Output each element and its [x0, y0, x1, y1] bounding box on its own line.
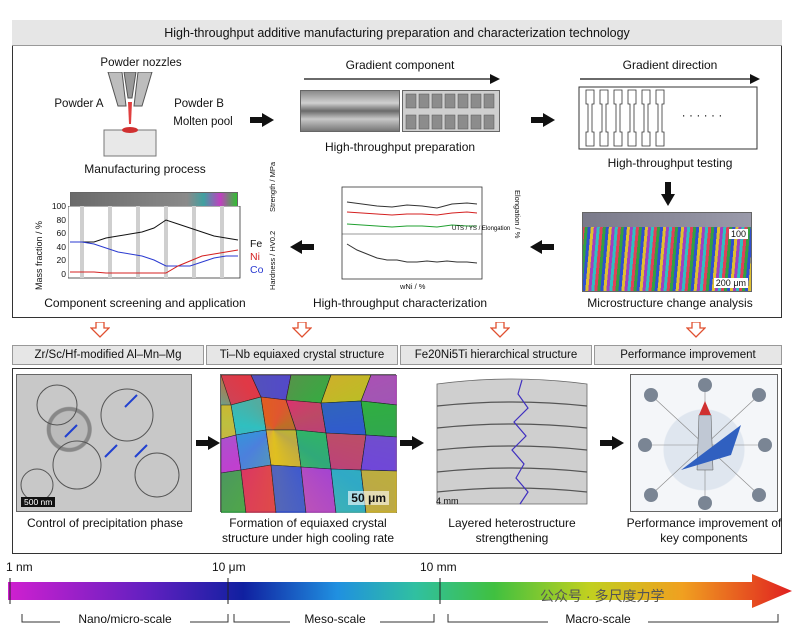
arrow-down-1 — [661, 182, 675, 206]
screening-caption: Component screening and application — [44, 296, 246, 310]
ytick: 60 — [56, 228, 66, 238]
arrow-right-4 — [400, 436, 424, 450]
microstructure-scale: 100 — [728, 229, 748, 239]
nozzle-illustration — [103, 72, 157, 157]
ytick: 0 — [61, 268, 66, 279]
ytick: 80 — [56, 214, 66, 225]
header-fe20ni5ti: Fe20Ni5Ti hierarchical structure — [400, 345, 592, 365]
diagram-title: High-throughput additive manufacturing p… — [12, 20, 782, 46]
powder-b-label: Powder B — [174, 98, 224, 110]
characterization-chart: UTS / YS / Elongation — [341, 186, 510, 280]
legend-co: Co — [250, 264, 264, 276]
legend-fe: Fe — [250, 238, 263, 250]
arrow-left-2 — [290, 240, 314, 254]
screening-chart — [68, 206, 241, 279]
layered-scale-bar: 4 mm — [436, 496, 459, 506]
range-meso: Meso-scale — [290, 612, 380, 627]
manufacturing-caption: Manufacturing process — [84, 162, 206, 176]
open-arrow-2 — [292, 322, 312, 338]
microstructure-image: 100 200 μm — [582, 212, 752, 292]
arrow-right-5 — [600, 436, 624, 450]
ytick: 20 — [56, 255, 66, 265]
open-arrow-1 — [90, 322, 110, 338]
powder-nozzles-label: Powder nozzles — [100, 57, 182, 69]
screening-yticks: 100 80 60 40 20 0 — [50, 200, 66, 281]
legend-ni: Ni — [250, 251, 260, 263]
precip-caption: Control of precipitation phase — [26, 516, 184, 530]
arrow-right-3 — [196, 436, 220, 450]
arrow-right-2 — [531, 113, 555, 127]
precipitation-tem-image: 500 nm — [16, 374, 192, 512]
range-nano-micro: Nano/micro-scale — [60, 612, 190, 627]
char-ylabel-bottom: Hardness / HV0.2 — [268, 230, 277, 290]
scale-tick-label-10um: 10 μm — [212, 560, 246, 574]
layered-heterostructure-image: 4 mm — [432, 374, 592, 512]
header-ti-nb: Ti–Nb equiaxed crystal structure — [206, 345, 398, 365]
ytick: 40 — [56, 241, 66, 252]
equiaxed-caption: Formation of equiaxed crystal structure … — [221, 516, 395, 545]
char-xlabel: wNi / % — [400, 282, 426, 291]
precip-scale-bar: 500 nm — [21, 497, 56, 507]
testing-caption: High-throughput testing — [607, 156, 733, 170]
tensile-specimen-array — [578, 86, 758, 150]
arrow-right-1 — [250, 113, 274, 127]
performance-caption: Performance improvement of key component… — [626, 516, 782, 545]
open-arrow-3 — [490, 322, 510, 338]
screening-ylabel: Mass fraction / % — [34, 220, 44, 290]
ytick: 100 — [51, 201, 66, 211]
length-scale-spectrum — [8, 574, 792, 608]
powder-a-label: Powder A — [54, 98, 104, 110]
screening-legend: Fe Ni Co — [250, 238, 263, 277]
range-macro: Macro-scale — [548, 612, 648, 627]
arrow-left-1 — [530, 240, 554, 254]
bottom-panel — [12, 368, 782, 554]
layered-caption: Layered heterostructure strengthening — [448, 516, 576, 545]
ebsd-equiaxed-image: 50 μm — [220, 374, 398, 514]
manufacturing-process: Powder nozzles Powder A Powder B Molten … — [30, 52, 232, 182]
char-ylabel-top: Strength / MPa — [268, 161, 277, 212]
microstructure-caption: Microstructure change analysis — [587, 296, 753, 310]
ebsd-scale-bar: 50 μm — [348, 491, 389, 505]
open-arrow-4 — [686, 322, 706, 338]
scale-tick-label-1nm: 1 nm — [6, 560, 33, 574]
svg-text:UTS / YS / Elongation: UTS / YS / Elongation — [452, 226, 510, 232]
header-performance: Performance improvement — [594, 345, 782, 365]
gradient-bars-photo — [300, 90, 400, 132]
microstructure-top-strip — [583, 213, 751, 227]
gradient-blocks-photo — [402, 90, 500, 132]
gradient-direction-label: Gradient direction — [622, 58, 718, 72]
microstructure-scale-bar: 200 μm — [713, 278, 748, 288]
gradient-arrow — [304, 74, 500, 84]
characterization-caption: High-throughput characterization — [312, 296, 488, 310]
gradient-direction-arrow — [580, 74, 760, 84]
molten-pool-label: Molten pool — [173, 116, 233, 128]
scale-tick-label-10mm: 10 mm — [420, 560, 457, 574]
char-ylabel-right: Elongation / % — [513, 190, 522, 239]
testing-dots: · · · · · · — [681, 108, 723, 122]
header-al-mn-mg: Zr/Sc/Hf-modified Al–Mn–Mg — [12, 345, 204, 365]
gradient-component-label: Gradient component — [345, 58, 455, 72]
preparation-caption: High-throughput preparation — [324, 140, 476, 154]
performance-components-image — [630, 374, 778, 512]
watermark: 公众号 · 多尺度力学 — [540, 588, 665, 604]
